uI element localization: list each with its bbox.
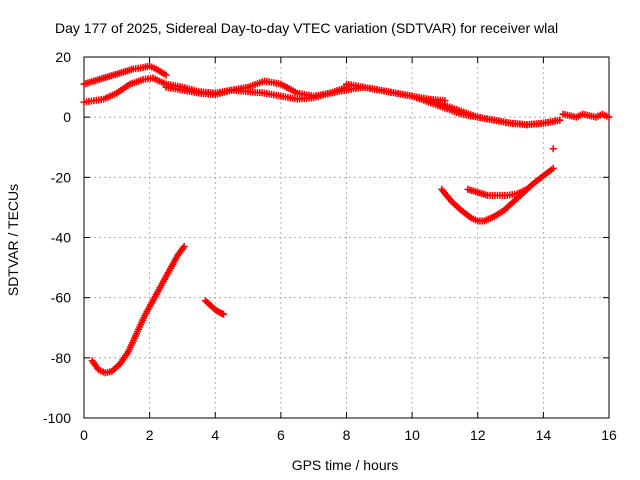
y-tick-label: -100 xyxy=(43,410,71,426)
y-tick-label: 20 xyxy=(55,49,71,65)
series-upper-band-a xyxy=(80,62,170,88)
series-outlier xyxy=(549,145,557,153)
y-tick-label: -60 xyxy=(51,290,71,306)
x-tick-label: 2 xyxy=(146,427,154,443)
data-marks xyxy=(80,62,613,377)
x-tick-label: 8 xyxy=(343,427,351,443)
x-tick-label: 6 xyxy=(277,427,285,443)
x-axis-title: GPS time / hours xyxy=(292,457,399,473)
data-point xyxy=(162,71,170,79)
series-lower-arc xyxy=(88,243,188,377)
x-tick-label: 0 xyxy=(80,427,88,443)
plot-frame xyxy=(83,56,610,419)
series-upper-band-f xyxy=(425,95,564,129)
series-segment-4h xyxy=(201,297,227,318)
y-tick-label: -40 xyxy=(51,230,71,246)
x-tick-label: 10 xyxy=(404,427,420,443)
chart-title: Day 177 of 2025, Sidereal Day-to-day VTE… xyxy=(55,20,558,36)
y-tick-label: 0 xyxy=(63,109,71,125)
series-upper-band-g xyxy=(559,110,613,121)
data-point xyxy=(523,185,531,193)
data-point xyxy=(556,116,564,124)
x-tick-label: 14 xyxy=(536,427,552,443)
data-point xyxy=(549,164,557,172)
data-point xyxy=(219,310,227,318)
y-tick-label: -80 xyxy=(51,350,71,366)
x-tick-label: 12 xyxy=(470,427,486,443)
y-axis-title: SDTVAR / TECUs xyxy=(5,184,21,296)
x-tick-label: 4 xyxy=(211,427,219,443)
y-tick-label: -20 xyxy=(51,169,71,185)
axis-tick-labels: 0 2 4 6 8 10 12 14 16 20 0 -20 -40 -60 -80 -100 xyxy=(43,49,617,443)
data-point xyxy=(180,243,188,251)
series-right-upper-arc xyxy=(464,185,531,199)
data-point xyxy=(605,113,613,121)
x-tick-label: 16 xyxy=(601,427,617,443)
data-point xyxy=(549,145,557,153)
